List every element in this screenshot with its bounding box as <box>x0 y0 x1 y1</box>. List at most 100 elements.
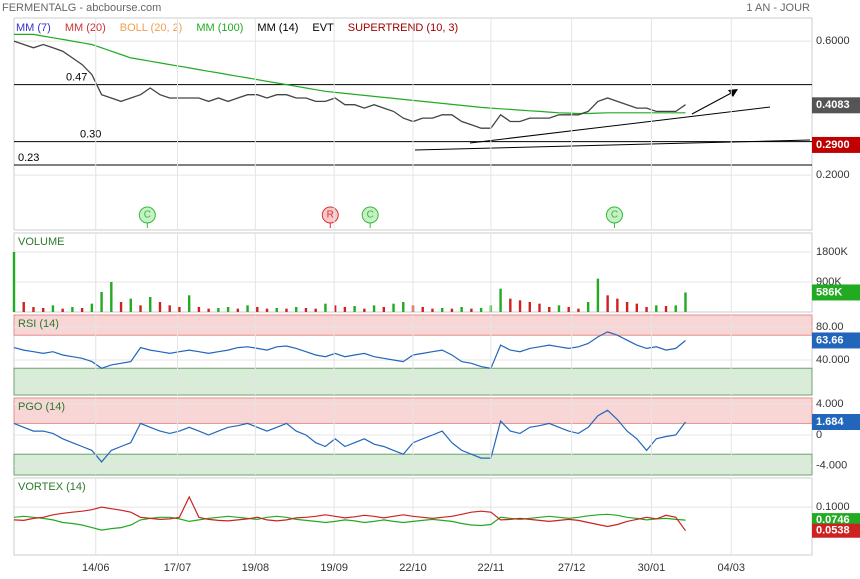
supertrend-tag-bg <box>812 136 860 153</box>
signal-label: C <box>611 210 618 221</box>
volume-bar <box>158 302 162 312</box>
signal-marker <box>138 206 156 224</box>
volume-bar <box>168 305 171 312</box>
level-label: 0.30 <box>80 128 101 140</box>
x-tick-label: 14/06 <box>82 562 110 574</box>
legend-entry: MM (14) <box>257 22 298 34</box>
volume-bar <box>80 308 84 312</box>
panel-title: VOLUME <box>18 236 64 248</box>
x-tick-label: 19/09 <box>320 562 348 574</box>
y-tick-label: 4.000 <box>816 398 844 410</box>
y-tick-label: 40.000 <box>816 354 850 366</box>
volume-bar <box>460 307 463 312</box>
y-tick-label: 0.2000 <box>816 169 850 181</box>
volume-bar <box>256 307 259 312</box>
volume-bar <box>275 308 278 312</box>
y-tick-label: -4.000 <box>816 460 847 472</box>
y-tick-label: 0.6000 <box>816 35 850 47</box>
volume-bar <box>509 298 512 312</box>
volume-bar <box>51 305 55 312</box>
volume-bar <box>71 307 74 312</box>
volume-bar <box>548 307 551 312</box>
panel-title: VORTEX (14) <box>18 481 86 493</box>
volume-bar <box>674 305 677 312</box>
volume-bar <box>664 306 668 312</box>
last-value-tag: 0.0746 <box>816 514 850 526</box>
volume-bar <box>363 308 366 312</box>
signal-marker <box>605 206 623 224</box>
x-tick-label: 04/03 <box>717 562 745 574</box>
volume-bar <box>518 300 522 312</box>
volume-bar <box>382 307 386 312</box>
signal-label: C <box>144 210 151 221</box>
last-value-tag-bg <box>812 523 860 538</box>
volume-bar <box>333 305 337 312</box>
level-label: 0.23 <box>18 152 39 164</box>
volume-bar <box>470 308 473 312</box>
volume-bar <box>129 298 132 312</box>
last-volume-tag-bg <box>812 284 860 301</box>
arrow-head <box>728 89 738 97</box>
volume-bar <box>440 308 444 312</box>
signal-label: C <box>367 210 374 221</box>
y-tick-label: 80.00 <box>816 321 844 333</box>
last-value-tag: 63.66 <box>816 334 844 346</box>
legend-entry: MM (100) <box>196 22 243 34</box>
y-tick-label: 1800K <box>816 246 848 258</box>
price-line <box>13 40 686 129</box>
x-tick-label: 19/08 <box>242 562 270 574</box>
volume-bar <box>596 278 600 312</box>
x-tick-label: 17/07 <box>164 562 192 574</box>
volume-bar <box>246 305 249 312</box>
last-price-tag: 0.4083 <box>816 99 850 111</box>
indicator-line <box>13 409 686 463</box>
indicator-line <box>13 331 686 369</box>
volume-bar <box>353 306 356 312</box>
volume-bar <box>343 307 347 312</box>
volume-bar <box>139 305 142 312</box>
mm-line <box>14 33 686 115</box>
volume-bar <box>538 303 541 312</box>
legend-entry: BOLL (20, 2) <box>120 22 183 34</box>
volume-bar <box>285 308 288 312</box>
legend-entry: MM (7) <box>16 22 51 34</box>
legend-entry: MM (20) <box>65 22 106 34</box>
legend-entry: SUPERTREND (10, 3) <box>348 22 458 34</box>
last-value-tag-bg <box>812 513 860 528</box>
y-tick-label: 0.1000 <box>816 501 850 513</box>
legend-entry: EVT <box>312 22 334 34</box>
volume-bar <box>392 303 395 312</box>
volume-bar <box>119 302 123 312</box>
volume-bar <box>197 307 201 312</box>
volume-bar <box>187 295 191 312</box>
volume-bar <box>22 302 25 312</box>
x-tick-label: 30/01 <box>638 562 666 574</box>
volume-bar <box>32 307 35 312</box>
y-tick-label: 0 <box>816 429 822 441</box>
last-volume-tag: 586K <box>816 286 842 298</box>
vortex-line <box>13 513 686 531</box>
volume-bar <box>557 305 561 312</box>
projection-arrow <box>691 90 736 115</box>
volume-bar <box>178 307 181 312</box>
volume-bar <box>684 292 687 312</box>
volume-bar <box>616 298 619 312</box>
volume-bar <box>314 308 317 312</box>
x-tick-label: 27/12 <box>558 562 586 574</box>
volume-bar <box>90 303 94 312</box>
trend-line <box>469 106 771 144</box>
volume-bar <box>625 302 629 312</box>
signal-marker <box>361 206 379 224</box>
timeframe: 1 AN - JOUR <box>746 2 810 14</box>
volume-bar <box>217 308 220 312</box>
volume-bar <box>304 308 308 312</box>
volume-bar <box>450 308 454 312</box>
last-value-tag: 0.0538 <box>816 525 850 537</box>
level-label: 0.47 <box>66 72 87 84</box>
chart-title: FERMENTALG - abcbourse.com <box>2 2 161 14</box>
volume-bar <box>499 288 502 312</box>
volume-bar <box>226 307 230 312</box>
